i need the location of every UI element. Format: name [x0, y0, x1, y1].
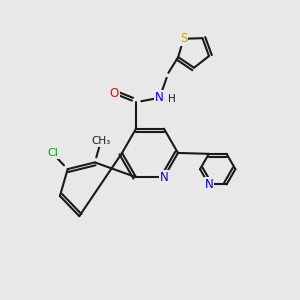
Text: N: N [155, 91, 164, 104]
Text: Cl: Cl [47, 148, 58, 158]
Text: N: N [205, 178, 213, 191]
Text: O: O [109, 87, 119, 100]
Text: H: H [168, 94, 176, 104]
Text: S: S [180, 32, 187, 45]
Text: N: N [160, 171, 168, 184]
Text: CH₃: CH₃ [91, 136, 111, 146]
